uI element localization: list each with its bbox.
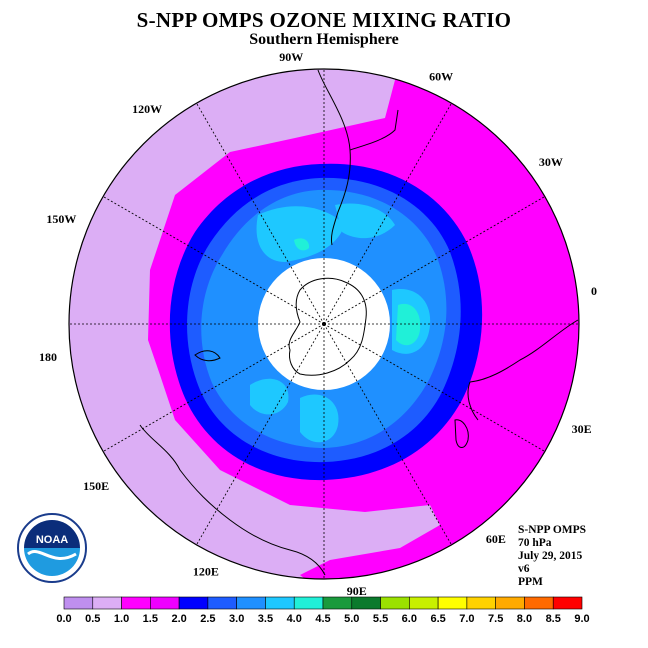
longitude-label: 30W bbox=[539, 155, 563, 169]
longitude-label: 60E bbox=[486, 532, 506, 546]
info-instrument: S-NPP OMPS bbox=[518, 524, 587, 536]
meridian-line bbox=[196, 323, 325, 546]
map-boundary bbox=[68, 68, 580, 580]
chart-title: S-NPP OMPS OZONE MIXING RATIO bbox=[136, 8, 512, 32]
level-3.0-3.5-west bbox=[256, 206, 345, 262]
africa-coast bbox=[467, 319, 579, 421]
longitude-label: 180 bbox=[39, 350, 57, 364]
level-3.5-4.0-east bbox=[396, 303, 421, 346]
meridian-line bbox=[102, 196, 325, 325]
longitude-label: 120E bbox=[193, 565, 219, 579]
meridian-line bbox=[323, 102, 452, 325]
level-3.0-3.5-south bbox=[300, 394, 339, 443]
meridian-line bbox=[323, 323, 452, 546]
meridian-line bbox=[323, 323, 546, 452]
info-version: v6 bbox=[518, 563, 530, 575]
longitude-label: 90W bbox=[279, 50, 303, 64]
longitude-labels: 90W 60W 30W 0 30E 60E 90E 120E 150E 180 150W 120W bbox=[39, 50, 597, 598]
noaa-logo-text: NOAA bbox=[36, 534, 68, 546]
australia-coast bbox=[139, 424, 326, 576]
coastlines bbox=[139, 69, 579, 576]
antarctica-coast bbox=[288, 277, 367, 376]
meridian-lines bbox=[69, 69, 579, 579]
info-date: July 29, 2015 bbox=[518, 550, 583, 562]
noaa-logo: NOAA bbox=[17, 513, 87, 583]
longitude-label: 60W bbox=[429, 69, 453, 83]
level-3.0-3.5-north bbox=[335, 203, 395, 239]
longitude-label: 150W bbox=[46, 212, 76, 226]
south-pole-marker bbox=[322, 322, 326, 326]
longitude-label: 0 bbox=[591, 284, 597, 298]
new-zealand-coast bbox=[194, 350, 221, 362]
longitude-label: 150E bbox=[83, 479, 109, 493]
longitude-label: 30E bbox=[572, 422, 592, 436]
info-units: PPM bbox=[518, 576, 543, 588]
info-block: S-NPP OMPS 70 hPa July 29, 2015 v6 PPM bbox=[518, 524, 586, 589]
level-3.5-4.0-west bbox=[294, 238, 310, 251]
level-3.0-3.5-southwest bbox=[250, 378, 289, 415]
madagascar-coast bbox=[454, 419, 469, 448]
longitude-label: 90E bbox=[347, 584, 367, 598]
info-pressure: 70 hPa bbox=[518, 537, 552, 549]
meridian-line bbox=[102, 323, 325, 452]
longitude-label: 120W bbox=[132, 102, 162, 116]
south-america-coast bbox=[317, 69, 399, 246]
meridian-line bbox=[323, 196, 546, 325]
chart-subtitle: Southern Hemisphere bbox=[249, 31, 399, 48]
meridian-line bbox=[196, 102, 325, 325]
